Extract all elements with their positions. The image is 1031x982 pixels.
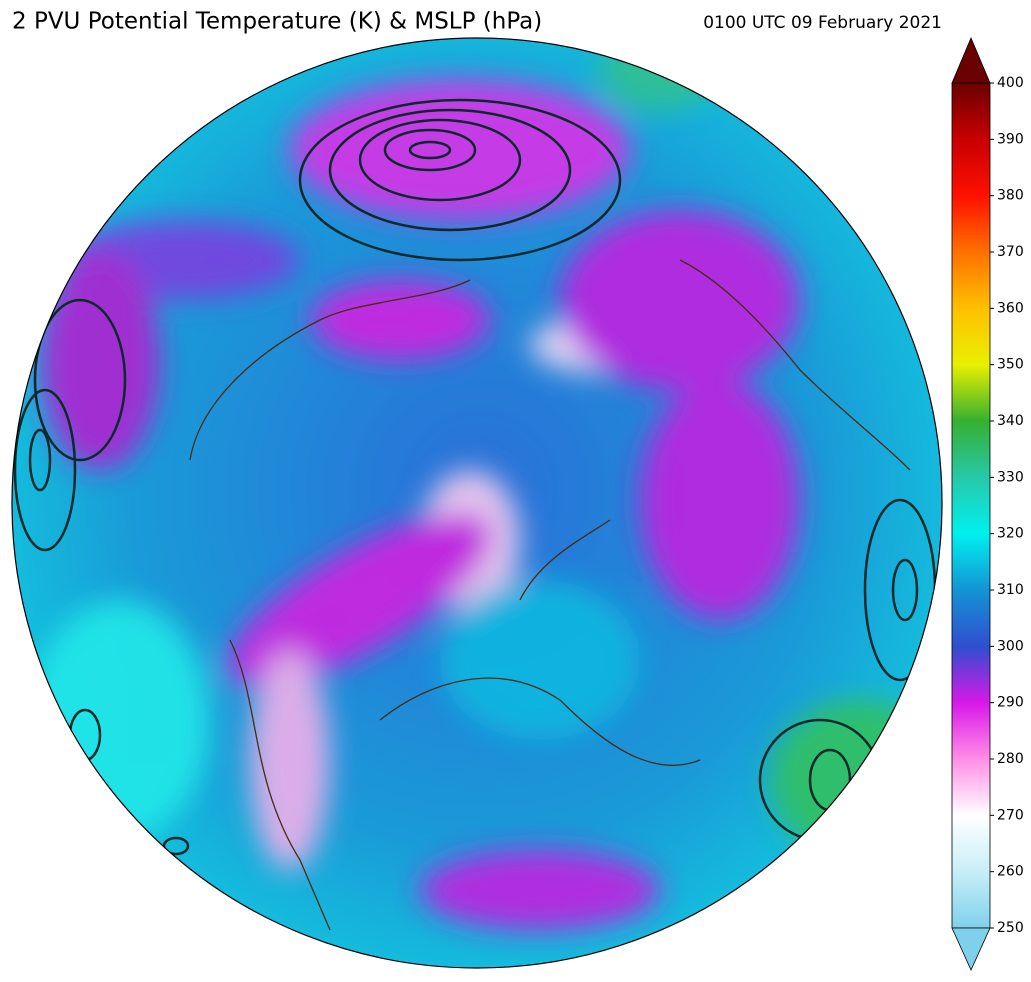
colorbar-tick-label: 320 [997, 526, 1024, 542]
globe-outline [11, 37, 943, 969]
colorbar-tick-label: 290 [997, 695, 1024, 711]
map-title: 2 PVU Potential Temperature (K) & MSLP (… [12, 9, 542, 35]
colorbar-tick-label: 370 [997, 244, 1024, 260]
colorbar-tick-label: 310 [997, 582, 1024, 598]
timestamp: 0100 UTC 09 February 2021 [703, 13, 942, 33]
colorbar-tick-label: 350 [997, 357, 1024, 373]
colorbar-tick-label: 300 [997, 638, 1024, 654]
colorbar-tick-label: 400 [997, 75, 1024, 91]
colorbar-tick-label: 340 [997, 413, 1024, 429]
colorbar-tick-label: 250 [997, 920, 1024, 936]
colorbar-tick-label: 360 [997, 300, 1024, 316]
colorbar-extend-top [951, 36, 991, 84]
colorbar-fill [951, 82, 991, 929]
colorbar-tick-label: 390 [997, 131, 1024, 147]
colorbar-tick-label: 330 [997, 469, 1024, 485]
globe-map [12, 38, 942, 968]
colorbar-tick-label: 260 [997, 864, 1024, 880]
colorbar-extend-bottom [951, 927, 991, 971]
colorbar: 250 260 270 280 290 300 310 320 330 340 350 360 370 3… [951, 36, 1024, 971]
colorbar-tick-label: 380 [997, 188, 1024, 204]
colorbar-tick-label: 270 [997, 807, 1024, 823]
colorbar-tick-label: 280 [997, 751, 1024, 767]
